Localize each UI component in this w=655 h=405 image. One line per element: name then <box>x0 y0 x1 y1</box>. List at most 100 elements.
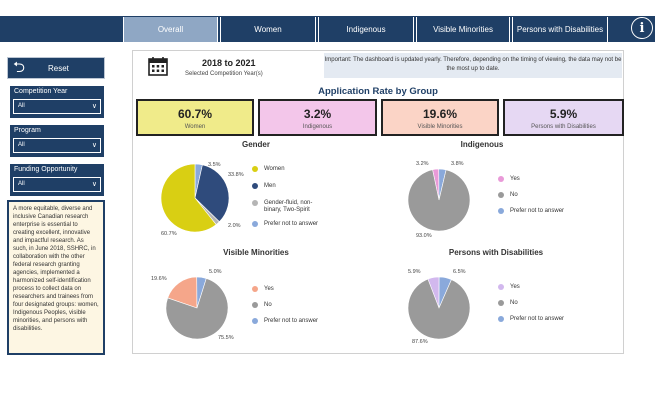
card-label: Women <box>184 124 206 130</box>
legend-dot <box>498 300 504 306</box>
card-persons-with-disabilities: 5.9% Persons with Disabilities <box>503 99 624 136</box>
legend-label: Gender-fluid, non-binary, Two-Spirit <box>264 200 313 213</box>
pie-label: 6.5% <box>453 269 466 275</box>
pie-slice-no[interactable] <box>407 278 471 340</box>
legend-label: No <box>510 192 518 198</box>
undo-arrow-icon: ⮌ <box>13 59 26 76</box>
pie-label: 2.0% <box>228 223 241 229</box>
legend-dot <box>252 221 258 227</box>
chevron-down-icon: ∨ <box>91 181 97 188</box>
dropdown-value: All <box>18 181 25 187</box>
pie-label: 33.8% <box>228 172 244 178</box>
card-label: Indigenous <box>302 124 333 130</box>
legend-dot <box>252 166 258 172</box>
reset-button[interactable]: ⮌ Reset <box>7 57 105 79</box>
pie-label: 87.6% <box>412 339 428 345</box>
legend-label: No <box>264 302 272 308</box>
legend-item: Prefer not to answer <box>252 221 322 234</box>
pie-label: 19.6% <box>151 276 167 282</box>
legend-item: Yes <box>498 284 578 297</box>
legend-dot <box>252 200 258 206</box>
card-visible-minorities: 19.6% Visible Minorities <box>381 99 499 136</box>
legend-label: Prefer not to answer <box>510 316 565 322</box>
tab-women[interactable]: Women <box>220 17 316 42</box>
filter-funding-opportunity: Funding Opportunity All ∨ <box>10 164 104 196</box>
legend-item: Men <box>252 183 322 196</box>
note-text: A more equitable, diverse and inclusive … <box>13 206 99 332</box>
card-indigenous: 3.2% Indigenous <box>258 99 377 136</box>
gender-legend: Women Men Gender-fluid, non-binary, Two-… <box>252 166 322 234</box>
legend-label: Prefer not to answer <box>264 221 319 227</box>
card-value: 5.9% <box>549 107 578 121</box>
update-notice: Important: The dashboard is updated year… <box>324 53 622 78</box>
filter-label: Program <box>14 127 41 134</box>
tab-overall[interactable]: Overall <box>123 17 218 42</box>
legend-label: Yes <box>264 286 274 292</box>
legend-item: Women <box>252 166 322 179</box>
card-label: Persons with Disabilities <box>531 124 596 130</box>
disabilities-pie-chart <box>407 276 471 340</box>
pie-label: 75.5% <box>218 335 234 341</box>
legend-dot <box>498 176 504 182</box>
equity-note: A more equitable, diverse and inclusive … <box>7 200 105 355</box>
chevron-down-icon: ∨ <box>91 103 97 110</box>
tab-persons-with-disabilities[interactable]: Persons with Disabilities <box>512 17 608 42</box>
gender-pie-chart <box>160 163 230 233</box>
legend-label: Yes <box>510 284 520 290</box>
filter-program: Program All ∨ <box>10 125 104 157</box>
legend-label: Yes <box>510 176 520 182</box>
legend-label: Prefer not to answer <box>510 208 565 214</box>
legend-dot <box>498 284 504 290</box>
competition-year-dropdown[interactable]: All ∨ <box>13 99 101 114</box>
dropdown-value: All <box>18 103 25 109</box>
legend-item: No <box>498 300 578 313</box>
legend-label: Prefer not to answer <box>264 318 319 324</box>
funding-opportunity-dropdown[interactable]: All ∨ <box>13 177 101 192</box>
dropdown-value: All <box>18 142 25 148</box>
pie-slice-men[interactable] <box>194 164 230 223</box>
card-value: 3.2% <box>303 107 332 121</box>
disabilities-chart-title: Persons with Disabilities <box>448 248 544 257</box>
legend-item: Yes <box>252 286 332 299</box>
visible-minorities-pie-chart <box>165 276 229 340</box>
pie-label: 5.9% <box>408 269 421 275</box>
legend-item: Prefer not to answer <box>252 318 332 331</box>
pie-label: 3.2% <box>416 161 429 167</box>
program-dropdown[interactable]: All ∨ <box>13 138 101 153</box>
legend-dot <box>252 318 258 324</box>
gender-chart-title: Gender <box>241 140 270 149</box>
visible-minorities-legend: Yes No Prefer not to answer <box>252 286 332 331</box>
legend-label: Women <box>264 166 285 172</box>
legend-dot <box>498 316 504 322</box>
indigenous-legend: Yes No Prefer not to answer <box>498 176 578 221</box>
card-label: Visible Minorities <box>417 124 463 130</box>
legend-item: Prefer not to answer <box>498 208 578 221</box>
legend-dot <box>252 302 258 308</box>
filter-label: Funding Opportunity <box>14 166 78 173</box>
pie-slice-no[interactable] <box>407 169 471 232</box>
legend-dot <box>252 286 258 292</box>
filter-label: Competition Year <box>14 88 68 95</box>
legend-item: No <box>252 302 332 315</box>
legend-dot <box>498 192 504 198</box>
pie-slice-no[interactable] <box>165 278 229 340</box>
pie-label: 5.0% <box>209 269 222 275</box>
card-value: 60.7% <box>177 107 213 121</box>
legend-item: No <box>498 192 578 205</box>
year-range: 2018 to 2021 <box>202 58 256 68</box>
disabilities-legend: Yes No Prefer not to answer <box>498 284 578 329</box>
tab-indigenous[interactable]: Indigenous <box>318 17 414 42</box>
pie-label: 3.5% <box>208 162 221 168</box>
pie-label: 93.0% <box>416 233 432 239</box>
legend-item: Prefer not to answer <box>498 316 578 329</box>
legend-dot <box>252 183 258 189</box>
pie-label: 60.7% <box>161 231 177 237</box>
pie-slice-women[interactable] <box>160 163 217 233</box>
indigenous-chart-title: Indigenous <box>460 140 504 149</box>
tab-visible-minorities[interactable]: Visible Minorities <box>416 17 510 42</box>
reset-label: Reset <box>48 64 69 73</box>
chevron-down-icon: ∨ <box>91 142 97 149</box>
legend-label: No <box>510 300 518 306</box>
filter-competition-year: Competition Year All ∨ <box>10 86 104 118</box>
info-icon[interactable]: i <box>631 17 653 39</box>
